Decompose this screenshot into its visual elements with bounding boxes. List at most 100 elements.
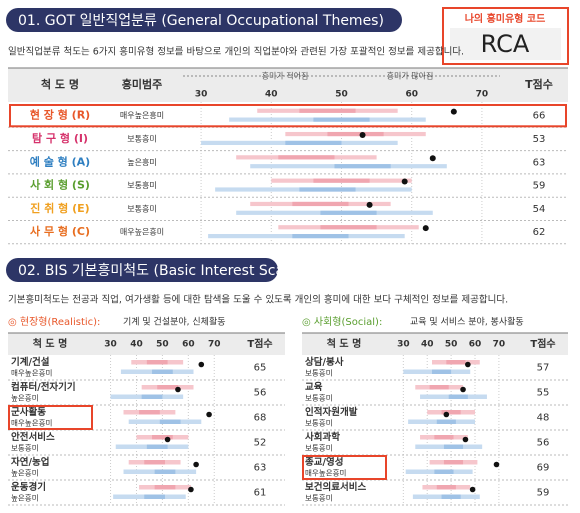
- header-high: 흥미가 많아짐: [387, 71, 434, 81]
- header: 척 도 명: [33, 337, 68, 350]
- x-tick-label: 70: [493, 340, 506, 350]
- score-dot: [462, 436, 469, 443]
- header: 척 도 명: [327, 337, 362, 350]
- header: T점수: [530, 338, 555, 350]
- score-dot: [193, 461, 199, 468]
- range-bar: [448, 394, 468, 399]
- category: 높은흥미: [11, 493, 39, 503]
- tscore: 66: [533, 111, 546, 122]
- highlight: [302, 455, 387, 480]
- section-title: 01. GOT 일반직업분류 (General Occupational The…: [18, 13, 384, 29]
- range-bar: [278, 155, 335, 160]
- category: 보통흥미: [305, 393, 333, 403]
- x-tick-label: 40: [265, 90, 278, 100]
- tscore: 61: [254, 488, 267, 499]
- range-bar: [313, 117, 370, 122]
- scale-name: 안전서비스: [11, 431, 55, 443]
- range-bar: [144, 460, 165, 465]
- range-bar: [154, 469, 176, 474]
- tscore: 68: [254, 413, 267, 424]
- score-dot: [429, 155, 436, 162]
- range-bar: [285, 140, 342, 146]
- scale-name: 사 무 형 (C): [30, 224, 90, 238]
- range-bar: [429, 385, 449, 390]
- x-tick-label: 50: [335, 90, 348, 100]
- category: 보통흥미: [127, 180, 156, 190]
- header-bg: [302, 333, 568, 355]
- score-dot: [460, 386, 466, 393]
- highlight: [8, 405, 93, 430]
- category: 매우높은흥미: [120, 227, 164, 237]
- score-dot: [164, 436, 171, 443]
- scale-name: 현 장 형 (R): [30, 108, 90, 122]
- header: 흥미범주: [122, 77, 162, 91]
- range-bar: [292, 201, 349, 207]
- score-dot: [175, 386, 181, 393]
- section-title: 02. BIS 기본흥미척도 (Basic Interest Scales): [18, 263, 309, 279]
- x-tick-label: 60: [182, 340, 195, 350]
- range-bar: [159, 419, 181, 424]
- x-tick-label: 30: [104, 340, 117, 350]
- header-bg: [8, 333, 285, 355]
- scale-name: 예 술 형 (A): [30, 154, 90, 168]
- score-dot: [493, 461, 500, 468]
- panel-subheading: 교육 및 서비스 분야, 봉사활동: [410, 316, 524, 328]
- scale-name: 기계/건설: [11, 356, 50, 368]
- range-bar: [441, 410, 461, 415]
- range-bar: [141, 394, 163, 399]
- tscore: 48: [537, 413, 550, 424]
- code: RCA: [481, 30, 530, 58]
- tscore: 56: [537, 438, 550, 449]
- range-bar: [299, 108, 356, 113]
- tscore: 52: [254, 438, 267, 449]
- tscore: 53: [533, 134, 546, 145]
- score-dot: [443, 411, 450, 418]
- category: 매우높은흥미: [120, 110, 164, 120]
- range-bar: [320, 225, 377, 230]
- description: 일반직업분류 척도는 6가지 흥미유형 정보를 바탕으로 개인의 직업분야와 관…: [8, 46, 464, 58]
- panel-heading: ◎ 사회형(Social):: [302, 316, 382, 328]
- category: 높은흥미: [127, 157, 156, 167]
- tscore: 59: [537, 488, 550, 499]
- range-bar: [327, 131, 384, 137]
- range-bar: [443, 444, 464, 449]
- score-dot: [359, 131, 366, 138]
- category: 매우높은흥미: [305, 468, 346, 478]
- range-bar: [146, 444, 168, 449]
- range-bar: [443, 460, 464, 465]
- code-bg: [450, 28, 561, 60]
- scale-name: 상담/봉사: [305, 356, 344, 368]
- scale-name: 자연/농업: [11, 456, 49, 468]
- category: 매우높은흥미: [11, 418, 52, 428]
- x-tick-label: 70: [476, 90, 489, 100]
- scale-name: 운동경기: [11, 481, 46, 493]
- tscore: 59: [533, 181, 546, 192]
- category: 보통흥미: [127, 203, 156, 213]
- header-bg: [8, 68, 568, 102]
- highlight: [9, 104, 567, 128]
- range-bar: [436, 485, 456, 490]
- x-tick-label: 60: [405, 90, 418, 100]
- scale-name: 군사활동: [11, 406, 46, 418]
- scale-name: 사회과학: [305, 431, 340, 443]
- header: T점수: [247, 338, 272, 350]
- x-tick-label: 60: [469, 340, 482, 350]
- range-bar: [154, 485, 176, 490]
- tscore: 65: [254, 363, 267, 374]
- code-label: 나의 흥미유형 코드: [465, 12, 546, 25]
- score-dot: [198, 361, 205, 368]
- header: 척 도 명: [41, 77, 79, 91]
- range-bar: [446, 360, 466, 365]
- range-bar: [292, 234, 349, 239]
- range-bar: [299, 187, 356, 192]
- header: T점수: [525, 77, 553, 91]
- range-bar: [434, 435, 454, 440]
- tscore: 69: [537, 463, 550, 474]
- range-bar: [157, 385, 178, 390]
- range-bar: [432, 369, 452, 374]
- x-tick-label: 40: [421, 340, 434, 350]
- range-bar: [146, 360, 168, 365]
- x-tick-label: 70: [208, 340, 221, 350]
- category: 보통흥미: [305, 418, 333, 428]
- category: 높은흥미: [11, 393, 39, 403]
